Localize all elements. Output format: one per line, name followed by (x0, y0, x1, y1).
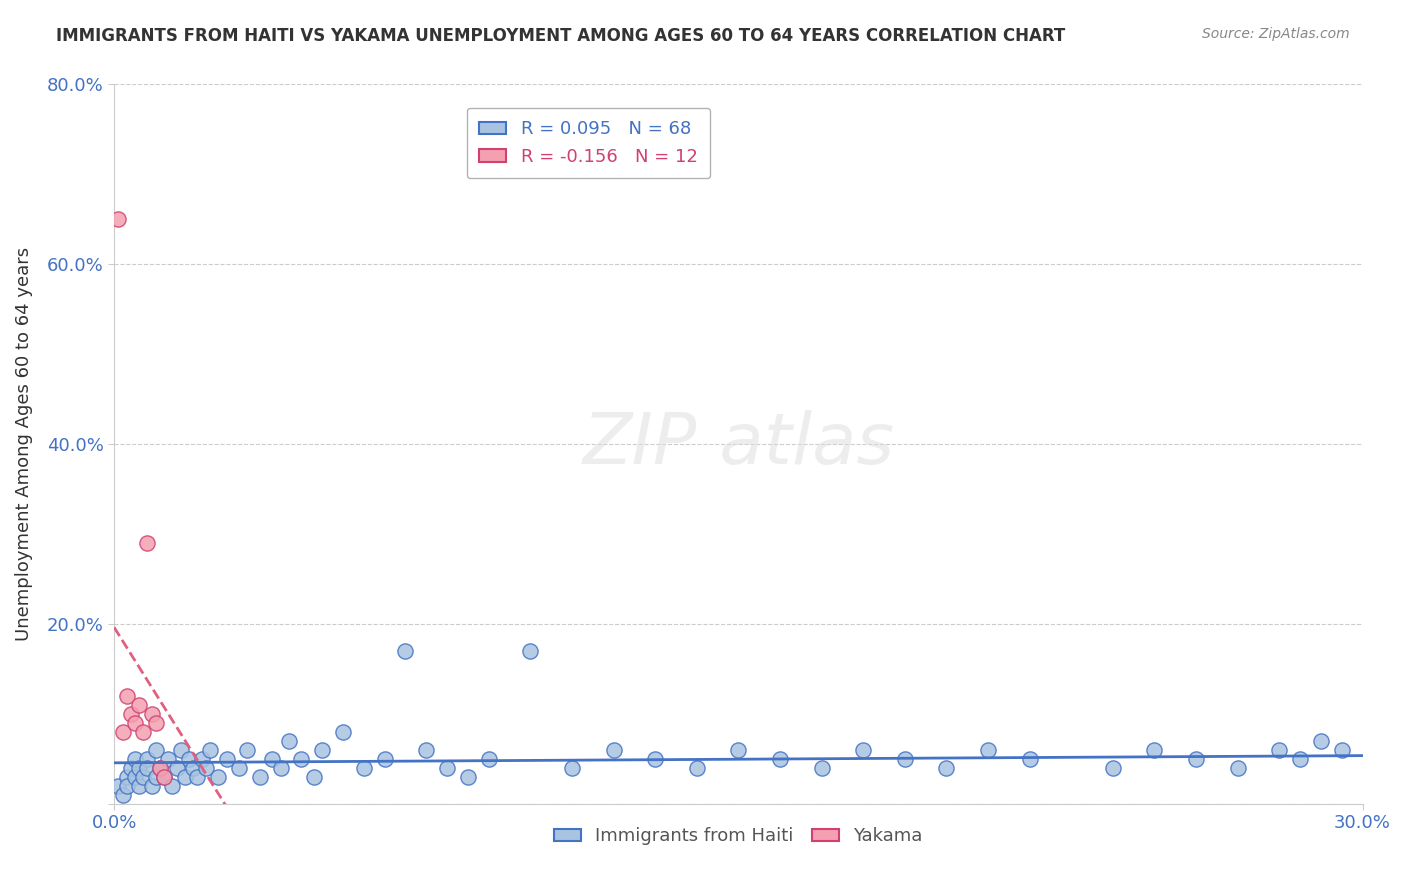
Point (153, 770, 176, 784)
Point (1268, 743, 1291, 757)
Point (769, 752, 792, 766)
Point (249, 770, 271, 784)
Text: IMMIGRANTS FROM HAITI VS YAKAMA UNEMPLOYMENT AMONG AGES 60 TO 64 YEARS CORRELATI: IMMIGRANTS FROM HAITI VS YAKAMA UNEMPLOY… (56, 27, 1066, 45)
Point (115, 779, 138, 793)
Point (124, 716, 146, 731)
Point (198, 743, 221, 757)
Point (290, 752, 312, 766)
Point (145, 770, 167, 784)
Point (128, 698, 150, 712)
Point (141, 779, 163, 793)
Legend: R = 0.095   N = 68, R = -0.156   N = 12: R = 0.095 N = 68, R = -0.156 N = 12 (467, 108, 710, 178)
Point (236, 743, 259, 757)
Point (136, 761, 159, 775)
Point (115, 689, 138, 703)
Point (128, 761, 150, 775)
Point (181, 761, 204, 775)
Point (136, 536, 159, 550)
Point (207, 770, 229, 784)
Point (457, 770, 479, 784)
Point (174, 770, 197, 784)
Point (149, 761, 172, 775)
Point (115, 770, 138, 784)
Text: ZIP atlas: ZIP atlas (582, 409, 894, 479)
Point (1226, 761, 1249, 775)
Point (128, 779, 150, 793)
Point (1289, 752, 1312, 766)
Point (894, 752, 917, 766)
Point (302, 770, 325, 784)
Point (132, 725, 155, 739)
Point (311, 743, 333, 757)
Point (107, 779, 129, 793)
Point (157, 752, 180, 766)
Point (436, 761, 458, 775)
Point (124, 770, 146, 784)
Text: Source: ZipAtlas.com: Source: ZipAtlas.com (1202, 27, 1350, 41)
Point (170, 743, 193, 757)
Point (120, 706, 142, 721)
Point (561, 761, 583, 775)
Point (162, 779, 184, 793)
Point (1143, 743, 1166, 757)
Point (145, 716, 167, 731)
Point (190, 752, 212, 766)
Point (602, 743, 624, 757)
Point (194, 761, 217, 775)
Point (1330, 743, 1353, 757)
Point (186, 770, 208, 784)
Point (519, 644, 541, 658)
Point (215, 752, 238, 766)
Point (228, 761, 250, 775)
Point (136, 752, 159, 766)
Point (852, 743, 875, 757)
Point (1018, 752, 1040, 766)
Point (394, 644, 416, 658)
Point (120, 761, 142, 775)
Point (1310, 734, 1333, 748)
Point (1185, 752, 1208, 766)
Point (332, 725, 354, 739)
Point (177, 752, 200, 766)
Point (107, 212, 129, 227)
Point (977, 743, 1000, 757)
Point (262, 752, 284, 766)
Point (166, 761, 188, 775)
Point (132, 770, 155, 784)
Point (686, 761, 709, 775)
Point (278, 734, 301, 748)
Point (935, 761, 957, 775)
Point (145, 743, 167, 757)
Point (810, 761, 832, 775)
Point (415, 743, 437, 757)
Point (727, 743, 749, 757)
Point (149, 761, 172, 775)
Y-axis label: Unemployment Among Ages 60 to 64 years: Unemployment Among Ages 60 to 64 years (15, 247, 32, 641)
Point (141, 706, 163, 721)
Point (153, 770, 176, 784)
Point (111, 788, 134, 802)
Point (124, 752, 146, 766)
Point (111, 725, 134, 739)
Point (374, 752, 396, 766)
Point (353, 761, 375, 775)
Point (270, 761, 292, 775)
Point (644, 752, 666, 766)
Point (1102, 761, 1125, 775)
Point (478, 752, 501, 766)
